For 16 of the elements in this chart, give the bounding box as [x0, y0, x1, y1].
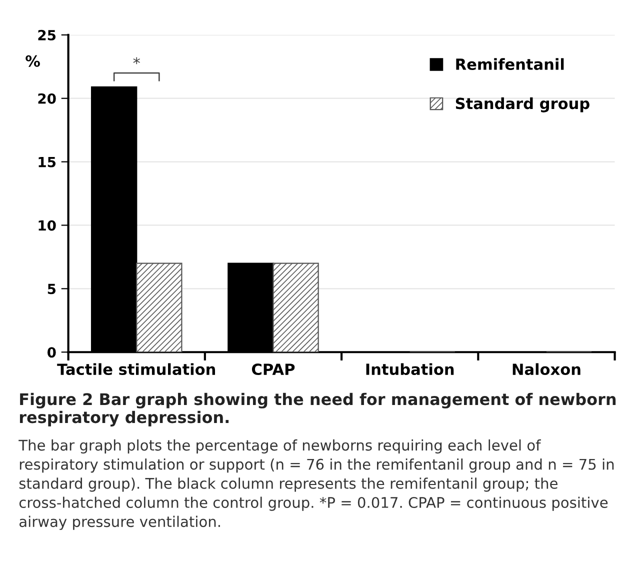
legend-label: Standard group [456, 97, 590, 112]
y-tick-label: 0 [48, 347, 56, 358]
y-tick-label: 15 [38, 156, 56, 168]
x-tick-label: Naloxon [512, 363, 580, 376]
x-tick-label: CPAP [252, 363, 295, 376]
annotation: * [133, 57, 140, 64]
y-tick-label: 20 [38, 93, 56, 104]
text: Figure 2 Bar graph showing the need for management of newborn respiratory depression. [20, 392, 616, 426]
text: The bar graph plots the percentage of newborns requiring each level of respiratory stimulation or support (n = 76 in the remifentanil group and n = 75 in standard group). The black column represents the remifentanil group; the cross-hatched column the control group. *P = 0.017. CPAP = continuous positive airway pressure ventilation. [18, 439, 614, 530]
y-axis-title: % [26, 55, 40, 67]
y-tick-label: 10 [38, 220, 56, 231]
legend-label: Remifentanil [456, 58, 564, 70]
y-tick-label: 25 [38, 30, 56, 40]
x-tick-label: Tactile stimulation [57, 363, 216, 376]
x-tick-label: Intubation [366, 363, 454, 376]
y-tick-label: 5 [48, 284, 56, 294]
